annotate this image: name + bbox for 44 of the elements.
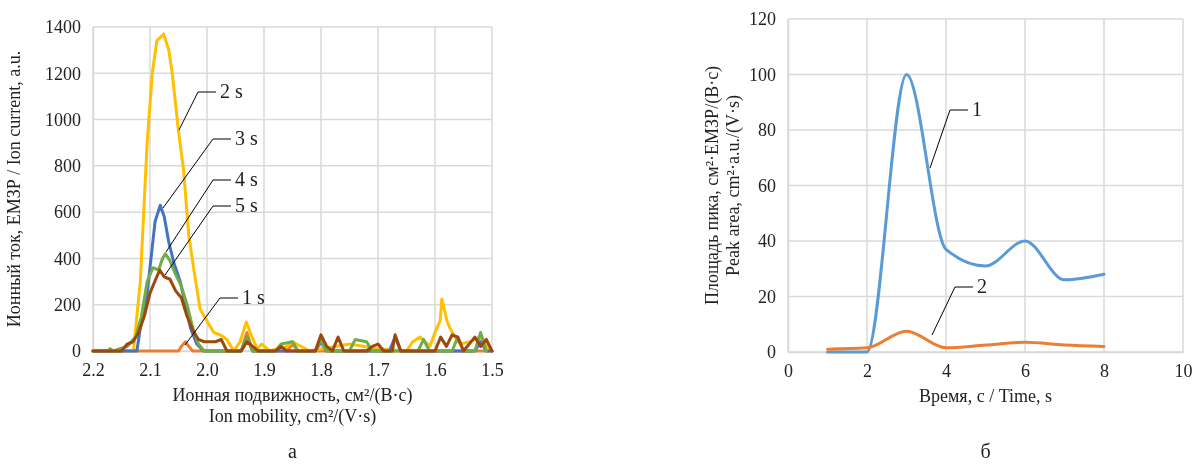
text: 3 s (235, 127, 258, 149)
text: 2 (977, 275, 987, 297)
x-tick-label: 0 (784, 360, 793, 381)
text: 4 s (235, 168, 258, 190)
y-tick-label: 1200 (45, 63, 81, 84)
text: 5 s (235, 194, 258, 216)
x-tick-label: 4 (942, 360, 951, 381)
y-tick-label: 20 (758, 286, 776, 307)
text: б (980, 440, 991, 462)
text: а (288, 440, 298, 462)
y-axis-title: Ионный ток, ЕМЗР / Ion current, a.u. (4, 50, 24, 328)
y-tick-label: 1000 (45, 109, 81, 130)
x-tick-label: 10 (1174, 360, 1193, 381)
y-tick-label: 200 (54, 294, 81, 315)
y-tick-label: 100 (749, 64, 776, 85)
y-tick-label: 60 (758, 175, 776, 196)
y-tick-label: 120 (749, 9, 776, 30)
x-tick-label: 2.1 (139, 359, 162, 380)
line-series (826, 329, 1106, 351)
x-tick-label: 2.2 (82, 359, 105, 380)
x-tick-label: 2.0 (196, 359, 219, 380)
x-tick-label: 1.9 (253, 359, 276, 380)
x-tick-label: 8 (1100, 360, 1109, 381)
x-axis-title: Ионная подвижность, см²/(В·с) Ion mobility, cm²/(V·s) (172, 385, 413, 427)
y-tick-label: 40 (758, 231, 776, 252)
y-tick-label: 800 (54, 156, 81, 177)
text: 1 (972, 98, 982, 120)
x-tick-label: 6 (1021, 360, 1030, 381)
y-tick-label: 0 (72, 341, 81, 362)
y-axis-title: Площадь пика, см²·ЕМЗР/(В·с) Peak area, cm²·a.u./(V·s) (702, 65, 744, 306)
line-series (826, 73, 1106, 354)
x-tick-label: 1.8 (310, 359, 333, 380)
text: 2 s (220, 80, 243, 102)
x-tick-label: 2 (863, 360, 872, 381)
y-tick-label: 80 (758, 120, 776, 141)
x-tick-label: 1.5 (481, 359, 504, 380)
series-label: 1 s (242, 286, 265, 308)
x-tick-label: 1.7 (367, 359, 390, 380)
y-tick-label: 400 (54, 248, 81, 269)
y-tick-label: 0 (767, 342, 776, 363)
x-tick-label: 1.6 (424, 359, 447, 380)
y-tick-label: 1400 (45, 17, 81, 38)
y-tick-label: 600 (54, 202, 81, 223)
x-axis-title: Время, с / Time, s (918, 386, 1053, 406)
